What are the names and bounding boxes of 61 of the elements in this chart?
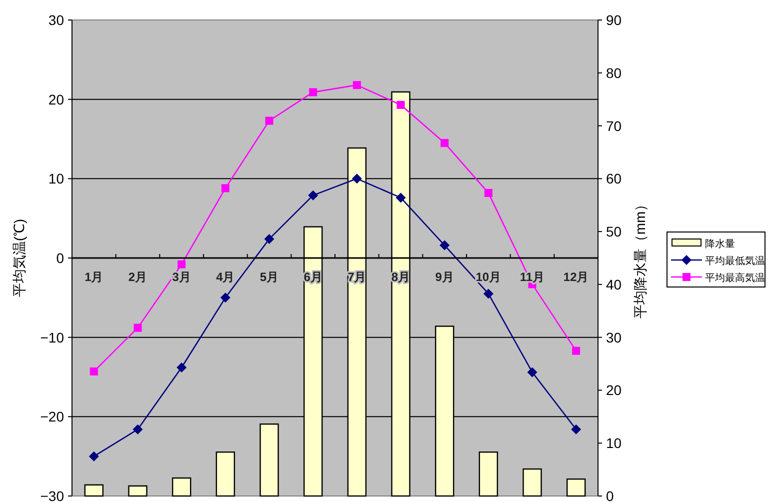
point — [309, 88, 318, 96]
point — [571, 424, 582, 434]
point — [396, 100, 405, 109]
y-tick-label: −30 — [40, 488, 64, 502]
point — [484, 188, 492, 197]
y-tick-label: 20 — [48, 91, 64, 108]
bar — [128, 485, 148, 497]
point — [352, 174, 362, 184]
x-tick-label: 9月 — [435, 270, 454, 284]
bar — [566, 478, 586, 497]
bar — [522, 468, 542, 497]
x-tick-label: 12月 — [563, 270, 589, 284]
y2-tick-label: 20 — [606, 382, 622, 398]
y-tick-label: −10 — [40, 329, 64, 346]
point — [396, 192, 406, 203]
x-tick-label: 10月 — [476, 270, 502, 284]
y2-tick-label: 70 — [606, 118, 622, 134]
x-tick-label: 4月 — [216, 270, 235, 284]
legend-label: 降水量 — [705, 238, 735, 250]
point — [264, 234, 274, 244]
point — [220, 292, 230, 303]
y-tick-label: 0 — [56, 250, 64, 266]
y2-tick-label: 90 — [606, 12, 622, 28]
point — [308, 190, 318, 200]
bar — [216, 452, 236, 497]
point — [572, 346, 580, 355]
y2-tick-label: 40 — [606, 276, 622, 292]
y-tick-label: 30 — [48, 12, 64, 28]
point — [221, 184, 230, 192]
y2-tick-label: 50 — [606, 224, 622, 240]
point — [88, 451, 99, 462]
point — [527, 367, 538, 378]
y-tick-label: −20 — [40, 408, 64, 425]
y-axis-title: 平均気温(℃) — [11, 218, 27, 298]
y2-tick-label: 80 — [606, 64, 622, 81]
x-tick-label: 1月 — [84, 270, 104, 284]
x-tick-label: 5月 — [260, 270, 279, 284]
point — [90, 367, 98, 376]
legend-label: 平均最高気温 — [705, 272, 765, 284]
point — [176, 362, 187, 372]
bar — [478, 452, 498, 497]
x-tick-label: 3月 — [172, 270, 191, 284]
y2-tick-label: 60 — [606, 170, 622, 187]
y2-tick-label: 10 — [606, 435, 622, 452]
bar — [84, 484, 104, 497]
legend-label: 平均最低気温 — [705, 255, 765, 267]
x-tick-label: 2月 — [128, 270, 148, 284]
point — [132, 424, 143, 434]
point — [178, 260, 186, 268]
point — [352, 81, 361, 90]
y2-tick-label: 0 — [606, 488, 614, 502]
point — [440, 138, 449, 147]
point — [134, 324, 142, 332]
y-tick-label: 10 — [48, 170, 64, 187]
point — [483, 288, 494, 299]
point — [440, 240, 450, 250]
y2-axis-title: 平均降水量（mm） — [632, 197, 648, 319]
y2-tick-label: 30 — [606, 329, 622, 346]
bar — [172, 477, 192, 497]
bar — [260, 423, 279, 497]
point — [265, 116, 274, 125]
